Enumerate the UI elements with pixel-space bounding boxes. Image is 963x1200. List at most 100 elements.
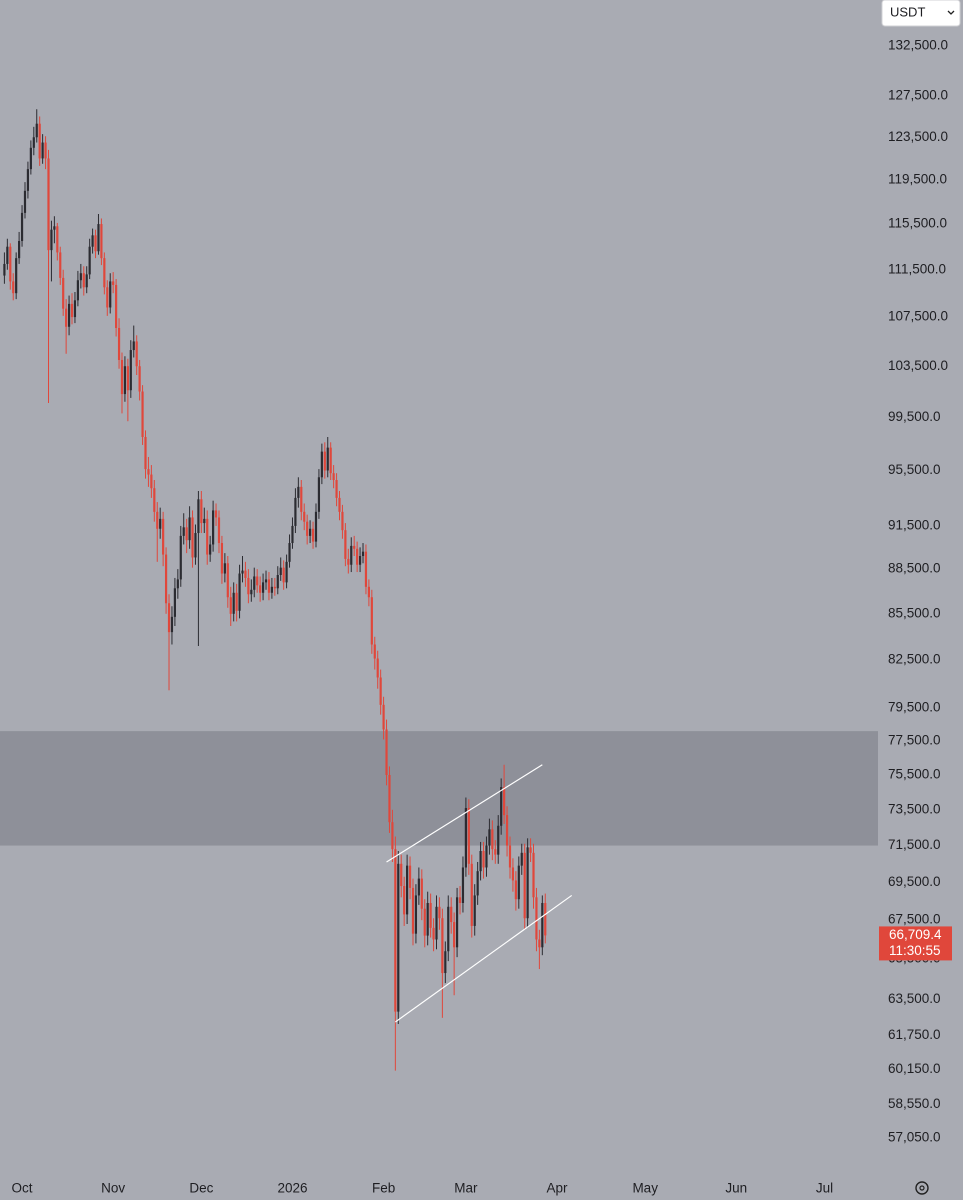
candle-body <box>35 123 38 138</box>
candle-body <box>53 226 56 230</box>
countdown: 11:30:55 <box>889 943 941 958</box>
candle-body <box>147 469 150 475</box>
candle-body <box>367 586 370 598</box>
last-price-box <box>879 926 952 961</box>
candle-body <box>500 787 503 826</box>
candle-body <box>364 551 368 587</box>
candle-body <box>297 486 300 498</box>
candle-body <box>129 350 132 391</box>
candle-body <box>444 951 447 974</box>
candle-body <box>435 906 438 940</box>
candle-body <box>361 551 365 557</box>
candle-body <box>73 300 77 318</box>
candle-body <box>44 142 47 159</box>
candle-body <box>311 528 315 542</box>
gear-center[interactable] <box>919 1185 925 1191</box>
candle-body <box>123 366 127 395</box>
candle-body <box>420 878 423 909</box>
candle-body <box>382 704 385 730</box>
candle-body <box>397 863 400 1012</box>
candle-body <box>47 158 50 251</box>
candle-body <box>523 852 526 919</box>
candle-body <box>273 586 276 589</box>
candle-body <box>526 847 529 919</box>
candle-body <box>476 871 479 896</box>
candle-body <box>173 588 176 617</box>
select-box[interactable] <box>881 0 961 27</box>
candle-body <box>223 563 226 574</box>
candle-body <box>470 863 473 926</box>
candle-body <box>185 527 188 541</box>
candle-body <box>117 327 121 360</box>
candle-body <box>226 563 229 598</box>
candle-body <box>106 287 109 308</box>
candle-body <box>464 808 467 868</box>
y-tick-label: 107,500.0 <box>888 309 948 324</box>
candle-body <box>505 815 509 846</box>
candle-body <box>159 518 162 529</box>
candle-body <box>162 518 165 555</box>
y-tick-label: 132,500.0 <box>888 38 948 53</box>
candle-body <box>56 226 59 253</box>
x-tick-label: Feb <box>372 1181 395 1196</box>
candle-body <box>279 567 282 575</box>
candle-body <box>179 535 182 580</box>
plot-area: 132,500.0 127,500.0 123,500.0 119,500.0 115,… <box>0 38 948 1196</box>
candle-body <box>379 677 382 705</box>
x-tick-label: Jun <box>725 1181 747 1196</box>
candle-body <box>411 887 415 934</box>
x-tick-label: Apr <box>547 1181 569 1196</box>
candle-body <box>235 592 238 611</box>
chevron[interactable] <box>947 10 955 15</box>
y-tick-label: 111,500.0 <box>888 261 946 276</box>
candle-body <box>100 224 103 259</box>
candle-body <box>132 341 135 351</box>
y-tick-label: 115,500.0 <box>888 216 947 231</box>
candle-body <box>270 586 273 593</box>
candle-body <box>294 497 297 526</box>
candle-body <box>20 212 24 242</box>
candle-body <box>103 258 106 288</box>
gear-icon[interactable] <box>915 1181 929 1195</box>
candle-body <box>82 273 85 288</box>
candle-body <box>347 558 350 565</box>
candle-body <box>212 510 215 545</box>
y-tick-label: 58,550.0 <box>888 1096 941 1111</box>
candle-body <box>438 906 441 919</box>
trendline <box>395 894 573 1023</box>
candle-body <box>458 897 462 903</box>
y-tick-label: 63,500.0 <box>888 991 941 1006</box>
candle-body <box>261 582 265 593</box>
candle-body <box>126 366 129 391</box>
currency-select[interactable]: USDT <box>881 0 961 27</box>
candle-body <box>323 451 326 471</box>
candle-body <box>441 918 444 974</box>
candle-body <box>503 787 506 816</box>
y-tick-label: 91,500.0 <box>888 517 941 532</box>
y-tick-label: 61,750.0 <box>888 1027 941 1042</box>
candle-body <box>326 447 329 471</box>
candle-body <box>291 525 294 544</box>
candle-body <box>88 246 91 275</box>
candle-body <box>194 533 197 558</box>
y-tick-label: 103,500.0 <box>888 358 948 373</box>
candle-body <box>344 530 347 559</box>
candle-body <box>350 545 353 565</box>
candle-body <box>541 902 544 948</box>
candle-body <box>170 616 174 633</box>
currency-label[interactable]: USDT <box>890 4 925 19</box>
candle-body <box>320 451 323 478</box>
candle-body <box>414 895 418 934</box>
settings-button[interactable] <box>915 1181 929 1195</box>
x-tick-label: Dec <box>189 1181 213 1196</box>
candle-body <box>529 847 532 853</box>
candle-body <box>29 147 32 170</box>
candle-body <box>120 359 124 395</box>
candle-body <box>250 589 253 595</box>
candle-body <box>511 867 515 881</box>
candle-body <box>203 518 206 524</box>
candle-body <box>403 886 406 915</box>
candle-body <box>538 939 541 948</box>
